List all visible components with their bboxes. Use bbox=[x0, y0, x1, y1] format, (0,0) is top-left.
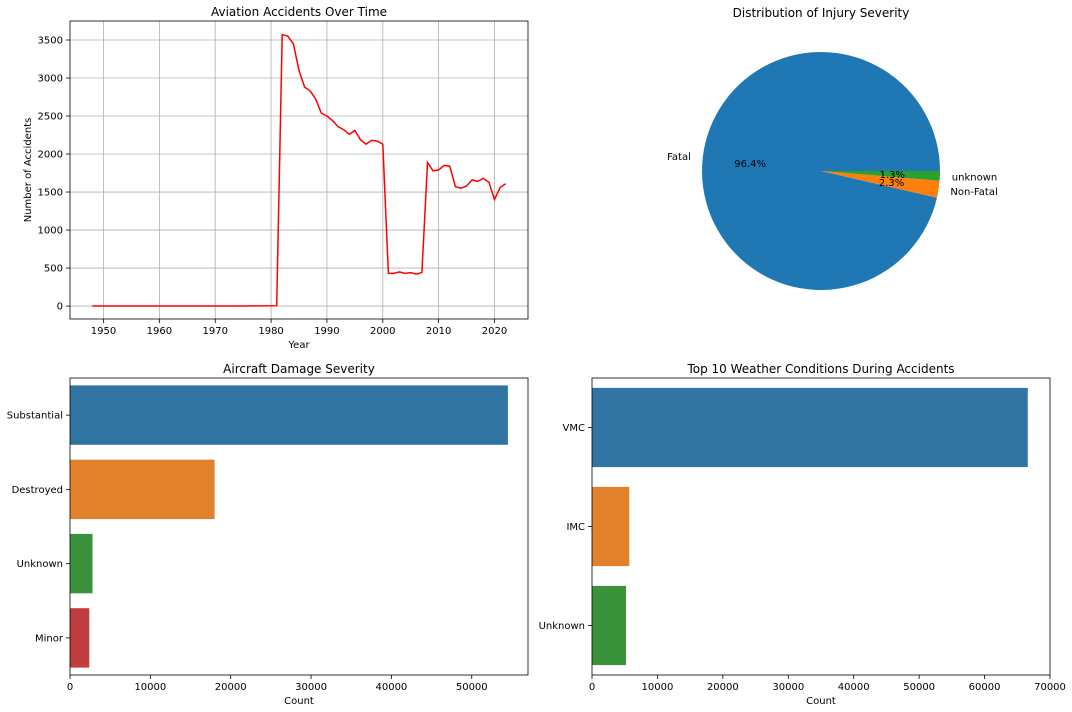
pie-chart-injury-severity: Fatal 96.4% Non-Fatal 2.3% unknown 1.3% Distr… bbox=[667, 6, 998, 291]
x-tick-label: 0 bbox=[67, 682, 73, 693]
bar-imc bbox=[592, 486, 630, 567]
x-tick-label: 20000 bbox=[215, 682, 247, 693]
x-axis-ticks: 0 10000 20000 30000 40000 50000 bbox=[67, 675, 488, 693]
bar-destroyed bbox=[70, 459, 215, 520]
y-tick-label: 3500 bbox=[38, 36, 63, 47]
x-tick-label: 1980 bbox=[258, 326, 283, 337]
x-tick-label: 1990 bbox=[314, 326, 339, 337]
x-tick-label: 70000 bbox=[1034, 682, 1066, 693]
chart-title: Distribution of Injury Severity bbox=[733, 6, 910, 20]
bars bbox=[70, 385, 508, 668]
x-tick-label: 50000 bbox=[456, 682, 488, 693]
pie-percent-label: 96.4% bbox=[734, 159, 766, 170]
x-tick-label: 0 bbox=[589, 682, 595, 693]
chart-title: Aircraft Damage Severity bbox=[223, 362, 375, 376]
y-axis-ticks: VMC IMC Unknown bbox=[539, 423, 592, 632]
x-tick-label: 50000 bbox=[903, 682, 935, 693]
x-axis-label: Count bbox=[284, 696, 314, 707]
category-label: VMC bbox=[563, 423, 585, 434]
chart-title: Top 10 Weather Conditions During Acciden… bbox=[686, 362, 954, 376]
x-tick-label: 10000 bbox=[642, 682, 674, 693]
y-axis-label: Number of Accidents bbox=[23, 118, 34, 223]
x-axis-label: Year bbox=[287, 340, 310, 351]
x-axis-ticks: 1950 1960 1970 1980 1990 2000 2010 2020 bbox=[91, 319, 507, 337]
pie-slice-unknown bbox=[821, 171, 940, 181]
pie-label: Fatal bbox=[667, 152, 691, 163]
y-axis-ticks: Substantial Destroyed Unknown Minor bbox=[7, 411, 70, 644]
bar-unknown bbox=[592, 585, 626, 666]
plot-frame bbox=[69, 20, 529, 320]
pie-slice-fatal bbox=[702, 52, 940, 291]
category-label: Unknown bbox=[539, 621, 585, 632]
pie-percent-label: 1.3% bbox=[880, 170, 905, 181]
y-tick-label: 0 bbox=[57, 302, 63, 313]
x-tick-label: 2020 bbox=[482, 326, 507, 337]
bar-vmc bbox=[592, 387, 1028, 468]
y-tick-label: 3000 bbox=[38, 74, 63, 85]
series-line-group bbox=[92, 33, 507, 307]
bar-unknown bbox=[70, 533, 93, 594]
bar-chart-weather-conditions: 0 10000 20000 30000 40000 50000 60000 70000 VMC… bbox=[539, 362, 1066, 707]
x-tick-label: 40000 bbox=[838, 682, 870, 693]
category-label: Unknown bbox=[17, 559, 63, 570]
x-tick-label: 10000 bbox=[134, 682, 166, 693]
y-tick-label: 2500 bbox=[38, 112, 63, 123]
line-chart-accidents-over-time: 1950 1960 1970 1980 1990 2000 2010 2020 0 500 100… bbox=[23, 5, 529, 351]
chart-title: Aviation Accidents Over Time bbox=[211, 5, 387, 19]
bar-chart-damage-severity: 0 10000 20000 30000 40000 50000 Substantial De… bbox=[7, 362, 529, 707]
x-tick-label: 40000 bbox=[375, 682, 407, 693]
pie-label: unknown bbox=[952, 172, 997, 183]
category-label: Destroyed bbox=[12, 485, 63, 496]
x-axis-label: Count bbox=[806, 696, 836, 707]
plot-frame bbox=[69, 377, 529, 676]
y-axis-ticks: 0 500 1000 1500 2000 2500 3000 3500 bbox=[38, 36, 70, 313]
bar-substantial bbox=[70, 385, 508, 445]
pie-percent-label: 2.3% bbox=[879, 178, 904, 189]
x-tick-label: 2010 bbox=[426, 326, 451, 337]
x-tick-label: 20000 bbox=[707, 682, 739, 693]
y-tick-label: 2000 bbox=[38, 150, 63, 161]
y-tick-label: 500 bbox=[44, 264, 63, 275]
x-axis-ticks: 0 10000 20000 30000 40000 50000 60000 70000 bbox=[589, 675, 1066, 693]
pie-label: Non-Fatal bbox=[950, 187, 997, 198]
x-tick-label: 30000 bbox=[772, 682, 804, 693]
category-label: Minor bbox=[35, 633, 64, 644]
x-tick-label: 1950 bbox=[91, 326, 116, 337]
bars bbox=[592, 387, 1028, 666]
x-tick-label: 30000 bbox=[295, 682, 327, 693]
y-tick-label: 1000 bbox=[38, 226, 63, 237]
x-tick-label: 2000 bbox=[370, 326, 395, 337]
pie-slice-non-fatal bbox=[821, 171, 940, 198]
x-tick-label: 1970 bbox=[202, 326, 227, 337]
x-tick-label: 60000 bbox=[969, 682, 1001, 693]
category-label: Substantial bbox=[7, 411, 63, 422]
x-tick-label: 1960 bbox=[147, 326, 172, 337]
series-line bbox=[92, 33, 507, 307]
y-tick-label: 1500 bbox=[38, 188, 63, 199]
bar-minor bbox=[70, 608, 90, 668]
pie-labels: Fatal 96.4% Non-Fatal 2.3% unknown 1.3% bbox=[667, 152, 998, 198]
category-label: IMC bbox=[566, 522, 585, 533]
pie-slices bbox=[702, 52, 940, 291]
